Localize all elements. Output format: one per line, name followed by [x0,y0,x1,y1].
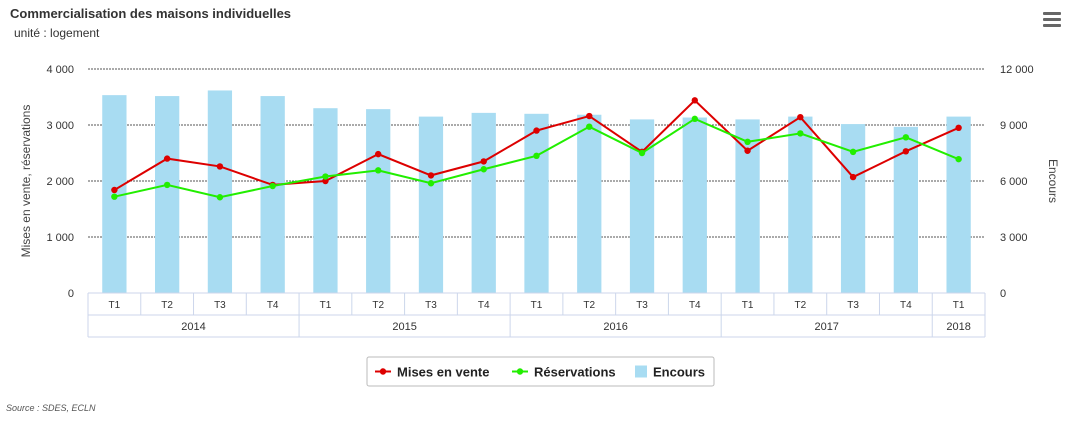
y-right-tick-label: 12 000 [1000,64,1034,76]
line-series [111,97,962,201]
x-quarter-label: T2 [794,300,806,311]
reservations-point [322,173,329,180]
mises-en-vente-point [744,147,751,154]
mises-en-vente-point [216,163,224,170]
reservations-point [269,182,276,190]
reservations-point [638,149,646,157]
reservations-point [586,123,593,130]
encours-bar [418,116,444,293]
encours-bar [788,116,813,293]
x-quarter-label: T3 [847,300,859,311]
mises-en-vente-point [533,127,540,134]
mises-en-vente-point [111,186,118,194]
x-year-label: 2018 [946,321,970,333]
reservations-point [902,134,910,141]
mises-en-vente-point [849,173,857,181]
x-quarter-label: T1 [953,300,965,311]
mises-en-vente-point [322,177,329,185]
x-year-label: 2015 [392,321,416,333]
encours-bar [366,109,391,293]
x-quarter-label: T1 [531,300,543,311]
encours-bar [946,116,971,293]
legend-label: Réservations [534,365,616,380]
y-left-tick-label: 1 000 [46,232,74,244]
y-right-axis-title: Encours [1046,159,1060,203]
axes: 0 0 1 000 3 000 2 000 6 000 3 000 9 000 4 000 12 … [19,64,1060,338]
x-quarter-label: T2 [583,300,595,311]
reservations-point [375,167,382,174]
x-quarter-label: T3 [425,300,437,311]
y-left-tick-label: 4 000 [46,64,74,76]
encours-bar [260,96,285,293]
legend-box [366,356,715,387]
mises-en-vente-point [427,172,435,179]
encours-bar [471,112,496,293]
mises-en-vente-point [797,113,804,121]
y-right-tick-label: 0 [1000,288,1006,300]
reservations-point [797,130,804,137]
mises-en-vente-point [902,148,910,155]
x-quarter-label: T2 [161,300,173,311]
reservations-point [955,155,962,163]
mises-en-vente-point [691,97,698,104]
reservations-point [744,138,751,145]
x-quarter-label: T1 [320,300,332,311]
legend: Mises en vente Réservations Encours [366,356,715,387]
legend-point-symbol [379,368,387,375]
reservations-point [849,148,857,156]
x-quarter-label: T3 [636,300,648,311]
x-quarter-label: T3 [214,300,226,311]
reservations-point [480,166,487,173]
y-right-tick-label: 6 000 [1000,176,1028,188]
encours-bar [313,108,338,293]
reservations-point [216,194,224,201]
x-quarter-label: T4 [267,300,279,311]
legend-bar-symbol [635,365,647,378]
y-left-tick-label: 2 000 [46,176,74,188]
source-note: Source : SDES, ECLN [6,403,96,413]
y-left-tick-label: 0 [68,288,74,300]
y-left-tick-label: 3 000 [46,120,74,132]
encours-bar [155,96,180,293]
reservations-point [533,152,540,159]
encours-bar [207,90,233,293]
y-right-tick-label: 9 000 [1000,120,1028,132]
x-year-label: 2016 [603,321,627,333]
reservations-point [163,181,171,189]
x-year-label: 2014 [181,321,205,333]
x-quarter-label: T4 [478,300,490,311]
mises-en-vente-point [163,155,171,162]
hamburger-menu-icon[interactable] [1043,12,1061,30]
chart-title: Commercialisation des maisons individuel… [10,6,292,21]
mises-en-vente-point [586,112,593,120]
mises-en-vente-point [955,124,962,131]
encours-bar [524,113,549,293]
x-quarter-label: T4 [900,300,912,311]
mises-en-vente-point [375,150,382,158]
reservations-point [111,193,118,200]
x-quarter-label: T1 [742,300,754,311]
reservations-point [691,115,698,123]
legend-label: Mises en vente [397,365,490,380]
reservations-point [427,180,435,187]
encours-bar [682,117,707,294]
y-right-tick-label: 3 000 [1000,232,1028,244]
x-quarter-label: T1 [109,300,121,311]
y-left-axis-title: Mises en vente, réservations [19,105,33,258]
x-year-label: 2017 [814,321,838,333]
encours-bars [102,90,971,294]
legend-point-symbol [516,368,524,375]
x-quarter-label: T2 [372,300,384,311]
x-quarter-label: T4 [689,300,701,311]
chart-subtitle: unité : logement [14,26,100,40]
encours-bar [577,114,602,293]
legend-label: Encours [653,365,705,380]
mises-en-vente-point [480,158,487,165]
